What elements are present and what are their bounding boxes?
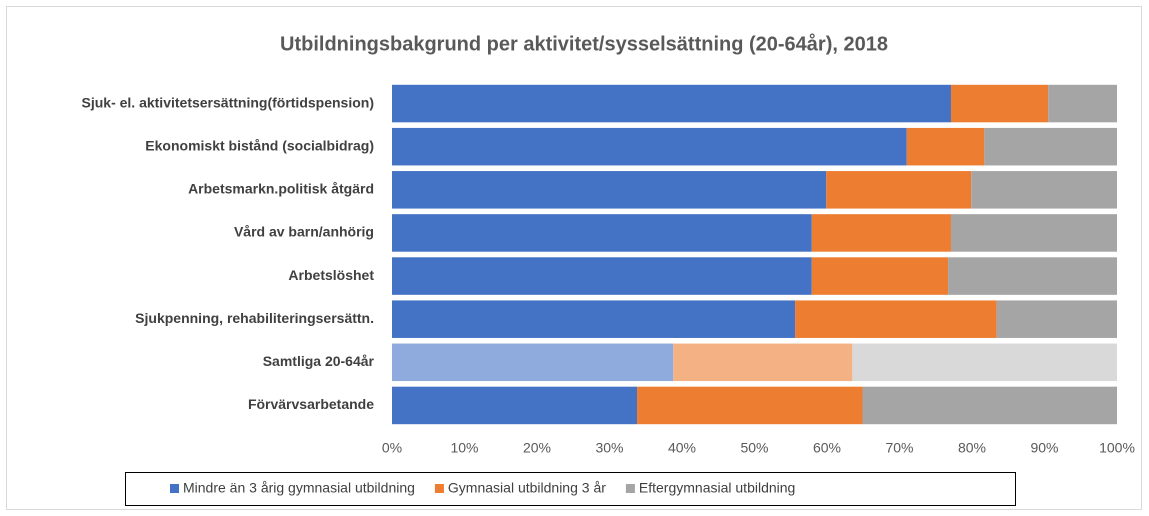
bar-segment [637,386,863,425]
bar-segment [392,257,812,295]
bar-segment [795,300,997,338]
bar-segment [392,386,638,425]
bar-segment [392,214,812,252]
legend-swatch [170,484,179,493]
x-tick-label: 40% [668,440,696,456]
x-tick-label: 60% [813,440,841,456]
x-tick-label: 30% [595,440,623,456]
bar-segment [826,171,972,209]
y-tick-label: Förvärvsarbetande [248,396,374,412]
bar-segment [673,343,853,382]
legend-label: Mindre än 3 årig gymnasial utbildning [183,480,415,496]
bar-segment [811,257,949,295]
x-tick-label: 70% [885,440,913,456]
legend-label: Eftergymnasial utbildning [639,480,795,496]
y-tick-label: Sjuk- el. aktivitetsersättning(förtidspe… [82,94,375,110]
legend-swatch [434,484,444,493]
y-tick-label: Arbetsmarkn.politisk åtgärd [188,181,374,197]
x-tick-label: 10% [450,440,478,456]
x-tick-label: 90% [1030,440,1058,456]
x-tick-label: 80% [958,440,986,456]
bar-segment [906,127,985,166]
legend-box [125,472,1016,506]
y-tick-label: Vård av barn/anhörig [234,224,374,240]
bar-segment [392,127,907,166]
y-tick-label: Arbetslöshet [288,267,374,283]
bar-segment [971,171,1117,209]
bar-segment [996,300,1117,338]
bar-segment [392,300,796,338]
bar-segment [950,84,1049,123]
bar-segment [862,386,1117,425]
x-tick-label: 100% [1099,440,1135,456]
bar-segment [392,84,951,123]
bar-segment [950,214,1117,252]
x-tick-label: 0% [382,440,402,456]
bar-segment [1048,84,1117,123]
x-tick-label: 50% [740,440,768,456]
bar-segment [392,343,674,382]
bar-segment [948,257,1117,295]
y-tick-label: Samtliga 20-64år [263,353,375,369]
bar-segment [811,214,951,252]
bar-segment [984,127,1117,166]
bar-segment [852,343,1117,382]
y-tick-label: Ekonomiskt bistånd (socialbidrag) [145,137,374,153]
x-tick-label: 20% [523,440,551,456]
chart-title: Utbildningsbakgrund per aktivitet/syssel… [280,32,888,55]
legend-swatch [625,484,635,493]
legend-label: Gymnasial utbildning 3 år [448,480,606,496]
y-tick-label: Sjukpenning, rehabiliteringsersättn. [135,310,374,326]
bar-segment [392,171,827,209]
